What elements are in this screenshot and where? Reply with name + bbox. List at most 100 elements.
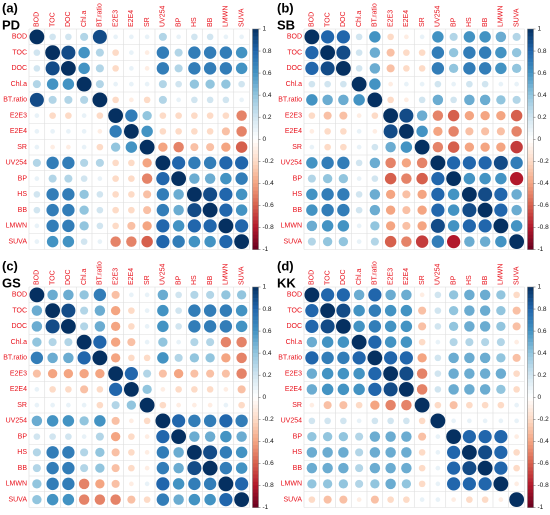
correlation-circle xyxy=(189,353,200,363)
correlation-circle xyxy=(321,288,335,302)
correlation-circle xyxy=(340,80,347,88)
correlation-circle xyxy=(235,62,248,75)
colorbar-segment xyxy=(252,187,259,191)
correlation-circle xyxy=(128,464,135,472)
correlation-circle xyxy=(187,203,202,218)
correlation-circle xyxy=(510,156,523,170)
correlation-circle xyxy=(513,386,520,393)
correlation-circle xyxy=(141,173,153,184)
correlation-circle xyxy=(388,81,393,87)
correlation-circle xyxy=(402,190,411,199)
correlation-circle xyxy=(307,479,317,489)
correlation-circle xyxy=(109,125,122,138)
correlation-circle xyxy=(127,495,136,504)
correlation-circle xyxy=(62,188,75,201)
correlation-circle xyxy=(512,353,521,362)
correlation-circle xyxy=(173,447,184,458)
colorbar-segment xyxy=(527,69,534,74)
correlation-circle xyxy=(32,448,41,457)
colorbar-tick-label: -0.8 xyxy=(263,482,275,489)
correlation-circle xyxy=(447,235,461,249)
correlation-circle xyxy=(430,413,446,429)
correlation-circle xyxy=(174,48,183,57)
correlation-circle xyxy=(81,434,87,439)
colorbar-segment xyxy=(527,183,534,188)
correlation-circle xyxy=(480,142,490,152)
correlation-circle xyxy=(371,175,379,182)
colorbar-segment xyxy=(527,316,534,321)
correlation-circle xyxy=(399,366,414,381)
correlation-circle xyxy=(338,462,349,474)
correlation-circle xyxy=(203,62,217,75)
correlation-circle xyxy=(356,239,362,244)
colorbar-segment xyxy=(252,331,259,336)
correlation-circle xyxy=(495,172,507,185)
column-label: E2E3 xyxy=(112,10,119,27)
correlation-circle xyxy=(203,477,217,491)
correlation-circle xyxy=(465,338,474,347)
row-label: BT.ratio xyxy=(3,355,27,362)
correlation-circle xyxy=(61,303,76,318)
colorbar-segment xyxy=(527,430,534,435)
colorbar-segment xyxy=(527,212,534,217)
correlation-circle xyxy=(383,382,398,397)
colorbar-segment xyxy=(252,467,259,472)
correlation-circle xyxy=(97,239,103,244)
correlation-circle xyxy=(204,431,216,442)
correlation-circle xyxy=(96,386,104,393)
correlation-circle xyxy=(338,447,349,458)
correlation-circle xyxy=(463,62,476,75)
correlation-circle xyxy=(221,127,230,136)
correlation-circle xyxy=(414,397,430,413)
correlation-circle xyxy=(203,414,217,428)
correlation-circle xyxy=(435,497,441,502)
colorbar-segment xyxy=(252,371,259,376)
correlation-circle xyxy=(418,338,426,346)
correlation-circle xyxy=(235,320,248,333)
correlation-circle xyxy=(173,494,184,505)
correlation-circle xyxy=(400,304,413,317)
colorbar-segment xyxy=(527,331,534,336)
colorbar-segment xyxy=(527,342,534,347)
correlation-circle xyxy=(78,478,90,490)
correlation-circle xyxy=(400,320,413,333)
correlation-circle xyxy=(78,46,90,59)
correlation-circle xyxy=(309,129,315,134)
correlation-circle xyxy=(356,418,362,424)
correlation-circle xyxy=(80,464,89,473)
correlation-circle xyxy=(62,461,75,475)
correlation-circle xyxy=(338,479,349,489)
correlation-circle xyxy=(204,493,216,506)
correlation-circle xyxy=(32,464,41,473)
correlation-circle xyxy=(110,494,121,505)
correlation-circle xyxy=(159,401,167,409)
correlation-circle xyxy=(50,402,55,408)
correlation-circle xyxy=(236,336,247,348)
colorbar-tick-label: 0.4 xyxy=(263,350,272,357)
correlation-circle xyxy=(512,32,521,41)
correlation-circle xyxy=(45,61,60,76)
column-label: HS xyxy=(466,17,473,27)
colorbar-segment xyxy=(252,113,259,118)
colorbar-segment xyxy=(527,305,534,310)
correlation-circle xyxy=(129,481,134,487)
correlation-circle xyxy=(416,384,428,395)
correlation-circle xyxy=(370,221,380,231)
colorbar-segment xyxy=(527,452,534,457)
colorbar-tick-label: -0.4 xyxy=(263,180,275,187)
correlation-circle xyxy=(494,430,508,444)
correlation-circle xyxy=(448,63,459,74)
colorbar-segment xyxy=(527,54,534,59)
colorbar-segment xyxy=(527,364,534,369)
correlation-circle xyxy=(112,191,119,198)
correlation-circle xyxy=(495,62,507,75)
correlation-circle xyxy=(79,416,89,426)
colorbar-tick-label: 1 xyxy=(263,284,267,291)
correlation-circle xyxy=(336,288,350,302)
correlation-circle xyxy=(462,156,476,170)
correlation-circle xyxy=(493,476,509,492)
column-label: SUVA xyxy=(238,8,245,27)
correlation-circle xyxy=(496,142,506,152)
correlation-circle xyxy=(481,496,489,503)
